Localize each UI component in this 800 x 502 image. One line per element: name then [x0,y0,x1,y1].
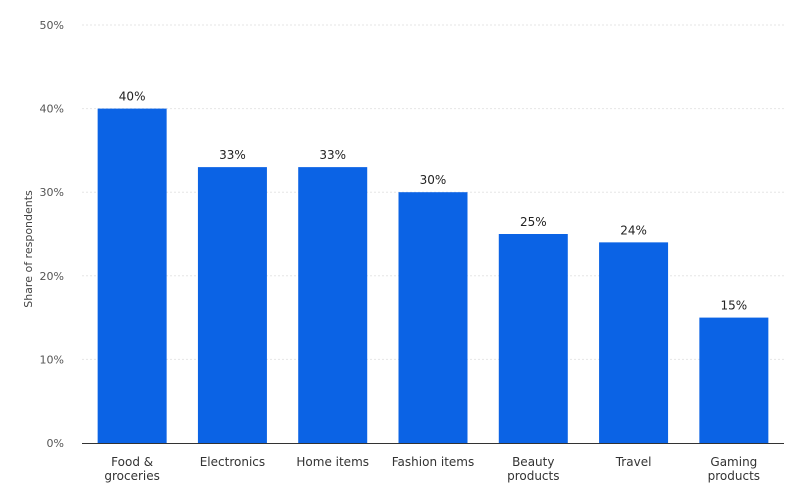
bars [97,108,769,443]
category-label: Fashion items [392,455,474,469]
bar [699,317,769,443]
category-label: Gaming products [708,455,760,483]
y-tick-label: 0% [47,437,64,450]
bar [498,234,568,443]
data-label: 15% [721,299,748,313]
category-labels: Food & groceries Electronics Home items Fash… [104,455,760,483]
bar [398,192,468,443]
category-label-line: Electronics [200,455,265,469]
data-label: 25% [520,215,547,229]
y-axis-ticks: 0% 10% 20% 30% 40% 50% [40,19,64,450]
category-label: Beauty products [507,455,559,483]
y-tick-label: 50% [40,19,64,32]
category-label-line: Food & [111,455,153,469]
category-label-line: groceries [104,469,160,483]
y-axis-title: Share of respondents [22,190,35,308]
y-tick-label: 10% [40,353,64,366]
data-label: 24% [620,223,647,237]
data-label: 30% [420,173,447,187]
category-label-line: products [708,469,760,483]
category-label-line: Home items [296,455,369,469]
data-labels: 40% 33% 33% 30% 25% 24% 15% [119,90,747,313]
category-label: Travel [615,455,652,469]
y-tick-label: 40% [40,103,64,116]
category-label: Electronics [200,455,265,469]
bar [599,242,669,443]
bar [197,167,267,443]
data-label: 33% [319,148,346,162]
category-label-line: Fashion items [392,455,474,469]
data-label: 33% [219,148,246,162]
category-label: Food & groceries [104,455,160,483]
bar [97,108,167,443]
y-tick-label: 30% [40,186,64,199]
bar [298,167,368,443]
y-tick-label: 20% [40,270,64,283]
category-label-line: Travel [615,455,652,469]
category-label-line: Gaming [710,455,757,469]
data-label: 40% [119,90,146,104]
category-label-line: products [507,469,559,483]
category-label-line: Beauty [512,455,554,469]
category-label: Home items [296,455,369,469]
